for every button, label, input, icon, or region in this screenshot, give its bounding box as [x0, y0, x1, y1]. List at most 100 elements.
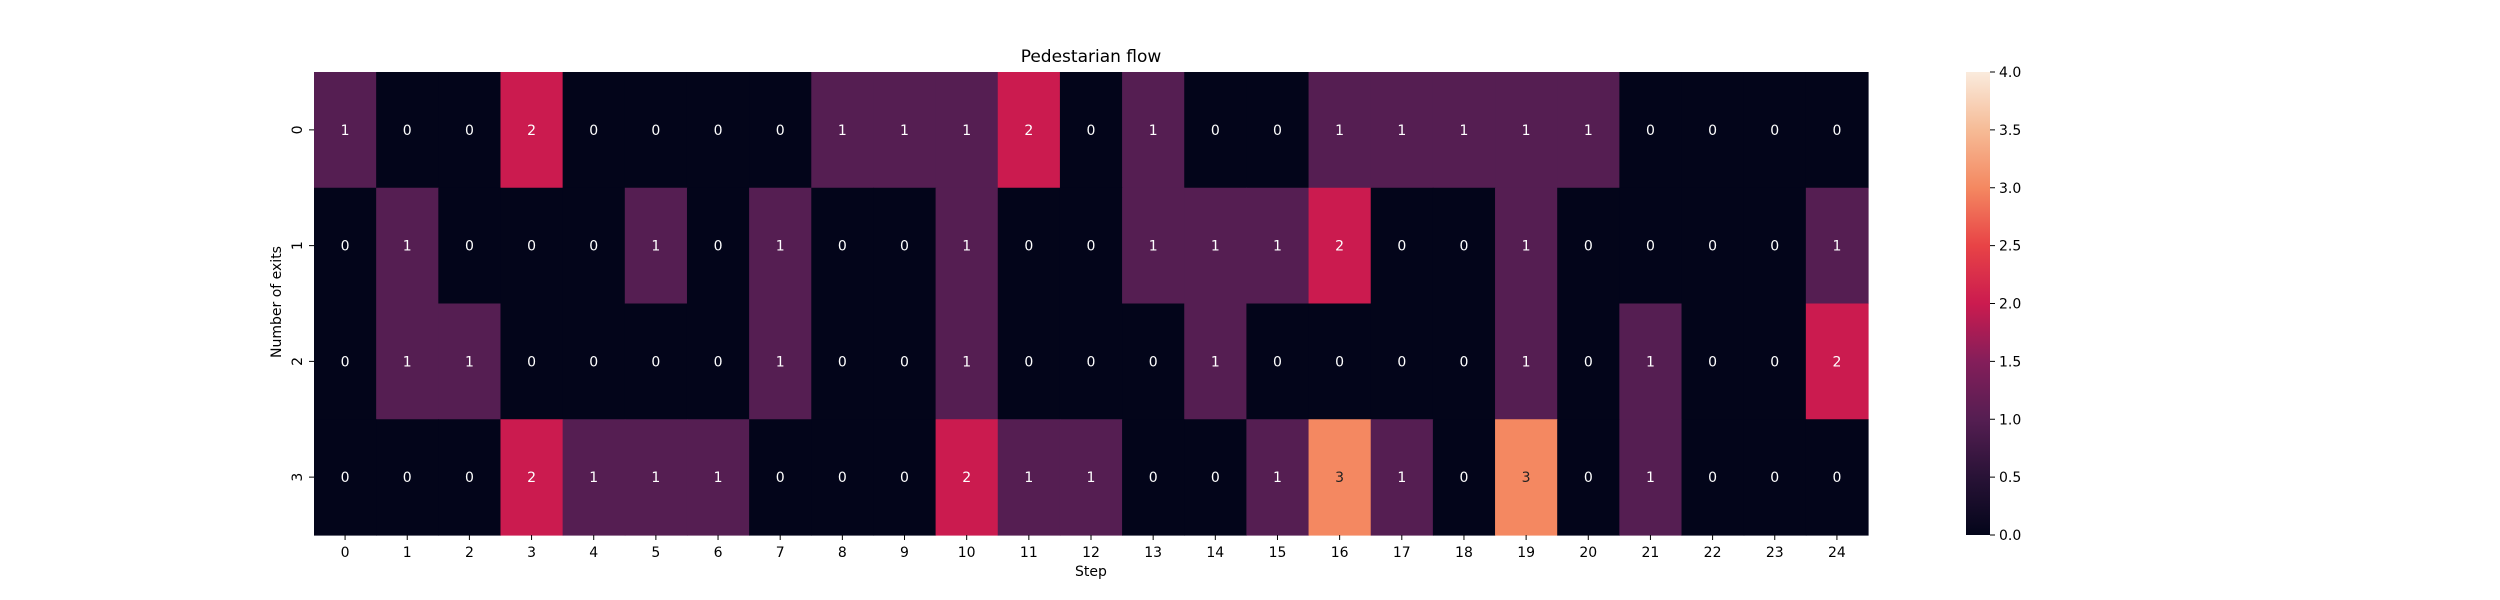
cell-value-label: 1 [589, 470, 598, 486]
colorbar-ticks: 0.0 0.5 1.0 1.5 2.0 2.5 3.0 3.5 4.0 [1990, 65, 2021, 544]
heatmap-cell [314, 187, 377, 305]
cell-value-label: 0 [900, 470, 909, 486]
heatmap-cell [562, 303, 626, 420]
heatmap-cell [686, 303, 750, 420]
cell-value-label: 1 [776, 354, 785, 370]
heatmap-cell [997, 303, 1061, 420]
heatmap-cell [314, 303, 377, 420]
x-tick-label: 23 [1766, 545, 1784, 561]
heatmap-cell [1246, 419, 1310, 536]
heatmap-cell [1246, 303, 1310, 420]
heatmap-cell [1743, 187, 1807, 305]
cell-value-label: 0 [527, 239, 536, 255]
heatmap-cell [1495, 303, 1558, 420]
heatmap-cell [1805, 187, 1869, 305]
colorbar-tick-label: 0.0 [1999, 528, 2021, 544]
cell-value-label: 0 [900, 354, 909, 370]
heatmap-cell [500, 419, 564, 536]
heatmap-cell [1619, 303, 1683, 420]
heatmap-cell [1495, 419, 1558, 536]
heatmap-cell [749, 72, 812, 189]
cell-value-label: 1 [403, 239, 412, 255]
cell-value-label: 0 [1708, 123, 1717, 139]
heatmap-cell [438, 303, 502, 420]
cell-value-label: 1 [714, 470, 723, 486]
x-tick-label: 16 [1331, 545, 1349, 561]
heatmap-cell [1370, 72, 1434, 189]
cell-value-label: 0 [1770, 354, 1779, 370]
heatmap-cell [1370, 419, 1434, 536]
cell-value-label: 0 [1832, 470, 1841, 486]
cell-value-label: 0 [465, 470, 474, 486]
cell-value-label: 1 [1397, 123, 1406, 139]
cell-value-label: 0 [1211, 470, 1220, 486]
cell-value-label: 1 [1832, 239, 1841, 255]
cell-value-label: 1 [1522, 123, 1531, 139]
colorbar [1966, 72, 1990, 535]
heatmap-cell [438, 72, 502, 189]
heatmap-cell [1432, 419, 1496, 536]
heatmap-cell [873, 419, 937, 536]
chart-title: Pedestarian flow [1021, 47, 1162, 67]
heatmap-cell [1122, 187, 1185, 305]
cell-value-label: 1 [838, 123, 847, 139]
heatmap-cell [1370, 303, 1434, 420]
cell-value-label: 0 [1770, 239, 1779, 255]
cell-value-label: 1 [1522, 354, 1531, 370]
cell-value-label: 1 [1273, 239, 1282, 255]
cell-value-label: 2 [1832, 354, 1841, 370]
x-axis-ticks: 0 1 2 3 4 5 6 7 8 9 10 11 12 13 14 15 16 17 18 19 20 21 22 23 24 [341, 535, 1846, 561]
cell-value-label: 1 [1273, 470, 1282, 486]
cell-value-label: 0 [1646, 239, 1655, 255]
cell-value-label: 0 [1584, 470, 1593, 486]
heatmap-cell [624, 187, 688, 305]
cell-value-label: 3 [1522, 470, 1531, 486]
heatmap-cell [562, 419, 626, 536]
heatmap-cell [1681, 187, 1745, 305]
cell-value-label: 0 [1770, 123, 1779, 139]
cell-value-label: 0 [1149, 470, 1158, 486]
heatmap-cell [500, 303, 564, 420]
heatmap-cell [1432, 72, 1496, 189]
x-tick-label: 0 [341, 545, 350, 561]
heatmap-cell [1432, 303, 1496, 420]
cell-value-label: 1 [403, 354, 412, 370]
cell-value-label: 0 [465, 239, 474, 255]
x-tick-label: 21 [1642, 545, 1660, 561]
cell-value-label: 1 [1646, 354, 1655, 370]
y-tick-label: 0 [290, 125, 306, 134]
cell-value-label: 1 [1335, 123, 1344, 139]
heatmap-cell [686, 72, 750, 189]
cell-value-label: 0 [1087, 123, 1096, 139]
heatmap-cell [935, 187, 999, 305]
heatmap-cell [1308, 419, 1372, 536]
cell-value-label: 0 [403, 123, 412, 139]
heatmap-cell [438, 419, 502, 536]
heatmap-cell [1059, 419, 1123, 536]
x-tick-label: 3 [527, 545, 536, 561]
cell-value-label: 0 [1708, 354, 1717, 370]
cell-value-label: 1 [1211, 239, 1220, 255]
x-tick-label: 11 [1020, 545, 1038, 561]
heatmap-cell [1681, 72, 1745, 189]
heatmap-cell [376, 187, 439, 305]
cell-value-label: 1 [1522, 239, 1531, 255]
cell-value-label: 0 [1832, 123, 1841, 139]
cell-value-label: 2 [527, 123, 536, 139]
heatmap-cell [500, 187, 564, 305]
heatmap-cell [997, 187, 1061, 305]
heatmap-cell [1370, 187, 1434, 305]
heatmap-cell [1308, 187, 1372, 305]
cell-value-label: 2 [1335, 239, 1344, 255]
cell-value-label: 0 [838, 239, 847, 255]
colorbar-tick-label: 2.5 [1999, 239, 2021, 255]
x-tick-label: 18 [1455, 545, 1473, 561]
cell-value-label: 2 [962, 470, 971, 486]
cell-value-label: 0 [341, 354, 350, 370]
heatmap-cell [686, 419, 750, 536]
cell-value-label: 0 [527, 354, 536, 370]
cell-value-label: 0 [1087, 239, 1096, 255]
x-tick-label: 2 [465, 545, 474, 561]
cell-value-label: 1 [341, 123, 350, 139]
x-tick-label: 22 [1704, 545, 1722, 561]
